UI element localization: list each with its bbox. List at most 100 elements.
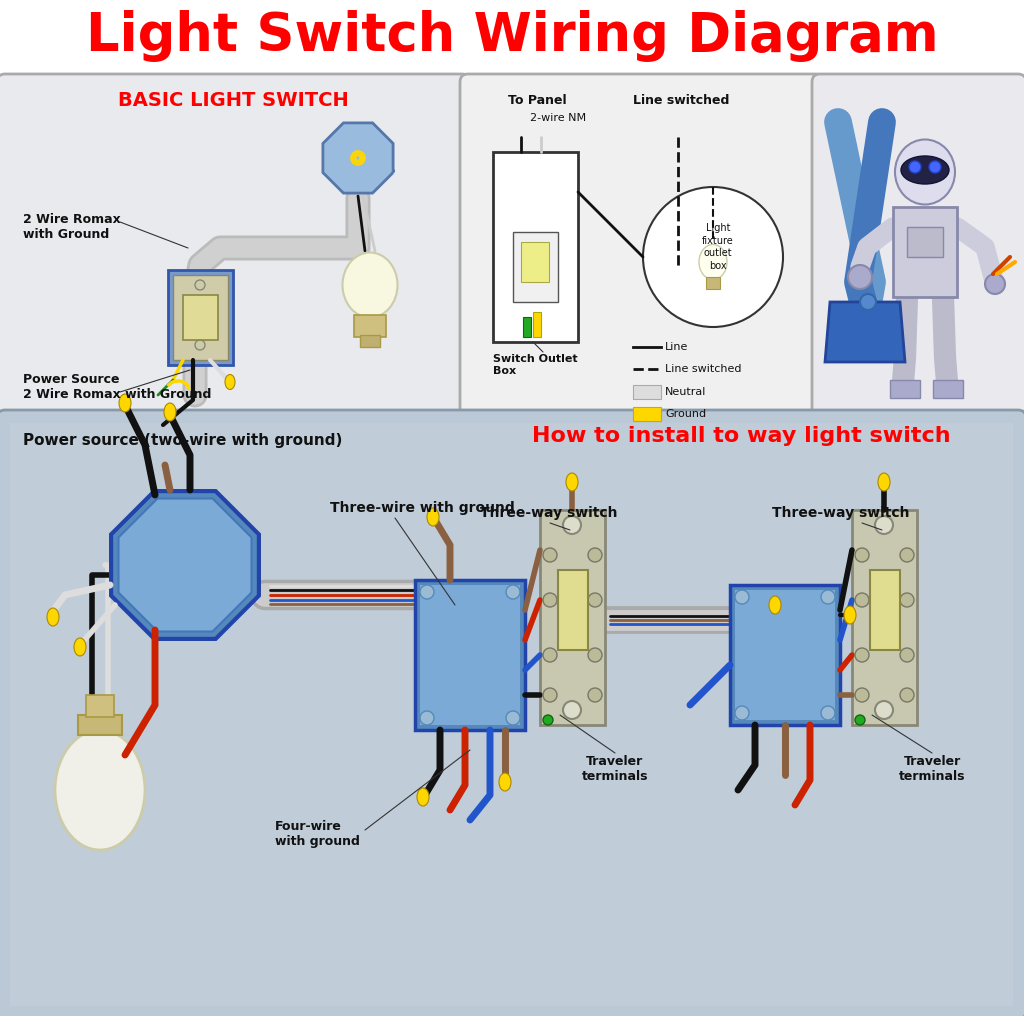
Bar: [10, 423, 1013, 1006]
Bar: [907, 227, 943, 257]
Circle shape: [563, 516, 581, 534]
Ellipse shape: [225, 375, 234, 389]
Ellipse shape: [55, 731, 145, 850]
Bar: [852, 510, 918, 725]
Bar: [890, 380, 920, 398]
Text: Light Switch Wiring Diagram: Light Switch Wiring Diagram: [86, 10, 938, 62]
Circle shape: [543, 715, 553, 725]
Bar: [86, 695, 114, 717]
Circle shape: [588, 688, 602, 702]
Circle shape: [543, 548, 557, 562]
Circle shape: [900, 548, 914, 562]
Text: To Panel: To Panel: [508, 93, 566, 107]
FancyBboxPatch shape: [0, 410, 1024, 1016]
Text: 2 Wire Romax
with Ground: 2 Wire Romax with Ground: [23, 213, 121, 241]
Ellipse shape: [164, 403, 176, 421]
Ellipse shape: [342, 253, 397, 317]
Text: Line switched: Line switched: [665, 364, 741, 374]
Text: Three-wire with ground: Three-wire with ground: [330, 501, 515, 515]
Ellipse shape: [769, 596, 781, 614]
Text: Three-way switch: Three-way switch: [772, 506, 909, 520]
FancyBboxPatch shape: [460, 74, 824, 423]
Bar: [534, 312, 541, 337]
Ellipse shape: [901, 156, 949, 184]
Text: Ground: Ground: [665, 409, 707, 419]
Circle shape: [874, 516, 893, 534]
Bar: [933, 380, 963, 398]
Bar: [523, 317, 531, 337]
Text: Three-way switch: Three-way switch: [480, 506, 617, 520]
Text: Power source (two-wire with ground): Power source (two-wire with ground): [23, 433, 342, 447]
Circle shape: [985, 274, 1005, 294]
Bar: [893, 207, 957, 297]
Bar: [360, 335, 380, 347]
Polygon shape: [119, 499, 252, 632]
Circle shape: [909, 161, 921, 173]
Circle shape: [855, 648, 869, 662]
Text: Line: Line: [665, 342, 688, 352]
Text: Power Source
2 Wire Romax with Ground: Power Source 2 Wire Romax with Ground: [23, 373, 211, 401]
Circle shape: [821, 706, 835, 720]
Ellipse shape: [895, 139, 955, 204]
Circle shape: [195, 280, 205, 290]
Text: How to install to way light switch: How to install to way light switch: [531, 426, 950, 446]
Text: Traveler
terminals: Traveler terminals: [582, 755, 648, 783]
Text: Four-wire
with ground: Four-wire with ground: [275, 820, 359, 848]
Bar: [415, 580, 525, 731]
Text: Traveler
terminals: Traveler terminals: [899, 755, 966, 783]
Circle shape: [563, 701, 581, 719]
Bar: [183, 295, 218, 340]
Text: BASIC LIGHT SWITCH: BASIC LIGHT SWITCH: [118, 90, 349, 110]
Bar: [633, 385, 662, 399]
Circle shape: [855, 593, 869, 607]
Bar: [78, 715, 122, 735]
Ellipse shape: [566, 473, 578, 491]
Bar: [706, 277, 720, 289]
Circle shape: [900, 648, 914, 662]
FancyBboxPatch shape: [0, 74, 470, 423]
Circle shape: [420, 711, 434, 725]
Circle shape: [900, 593, 914, 607]
Circle shape: [855, 688, 869, 702]
Ellipse shape: [74, 638, 86, 656]
Circle shape: [195, 310, 205, 320]
Ellipse shape: [878, 473, 890, 491]
Polygon shape: [825, 302, 905, 362]
Bar: [558, 570, 588, 650]
Bar: [420, 585, 520, 725]
Text: Switch Outlet
Box: Switch Outlet Box: [493, 354, 578, 376]
Bar: [730, 585, 840, 725]
Polygon shape: [323, 123, 393, 193]
Circle shape: [588, 548, 602, 562]
Circle shape: [735, 590, 749, 604]
Text: Line switched: Line switched: [633, 93, 729, 107]
Bar: [354, 315, 386, 337]
Circle shape: [506, 711, 520, 725]
Circle shape: [735, 706, 749, 720]
Circle shape: [543, 593, 557, 607]
Circle shape: [588, 648, 602, 662]
Ellipse shape: [417, 788, 429, 806]
Circle shape: [929, 161, 941, 173]
Bar: [540, 510, 605, 725]
Circle shape: [821, 590, 835, 604]
Circle shape: [543, 688, 557, 702]
Ellipse shape: [427, 508, 439, 526]
Circle shape: [195, 340, 205, 350]
Bar: [633, 407, 662, 421]
Circle shape: [543, 648, 557, 662]
Bar: [168, 270, 233, 365]
Ellipse shape: [499, 773, 511, 791]
Circle shape: [848, 265, 872, 289]
Circle shape: [643, 187, 783, 327]
Text: Neutral: Neutral: [665, 387, 707, 397]
Circle shape: [855, 715, 865, 725]
Ellipse shape: [699, 245, 727, 279]
Bar: [513, 232, 558, 302]
Text: 2-wire NM: 2-wire NM: [530, 113, 586, 123]
Circle shape: [900, 688, 914, 702]
Bar: [870, 570, 900, 650]
Bar: [493, 152, 578, 342]
Circle shape: [874, 701, 893, 719]
Text: Light
fixture
outlet
box: Light fixture outlet box: [702, 224, 734, 270]
